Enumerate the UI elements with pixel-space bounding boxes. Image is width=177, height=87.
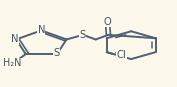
Text: N: N <box>11 34 19 44</box>
Text: N: N <box>38 25 45 35</box>
Text: O: O <box>104 17 112 27</box>
Text: H₂N: H₂N <box>3 58 21 68</box>
Text: Cl: Cl <box>116 50 126 60</box>
Text: S: S <box>80 30 86 40</box>
Text: S: S <box>54 48 60 58</box>
